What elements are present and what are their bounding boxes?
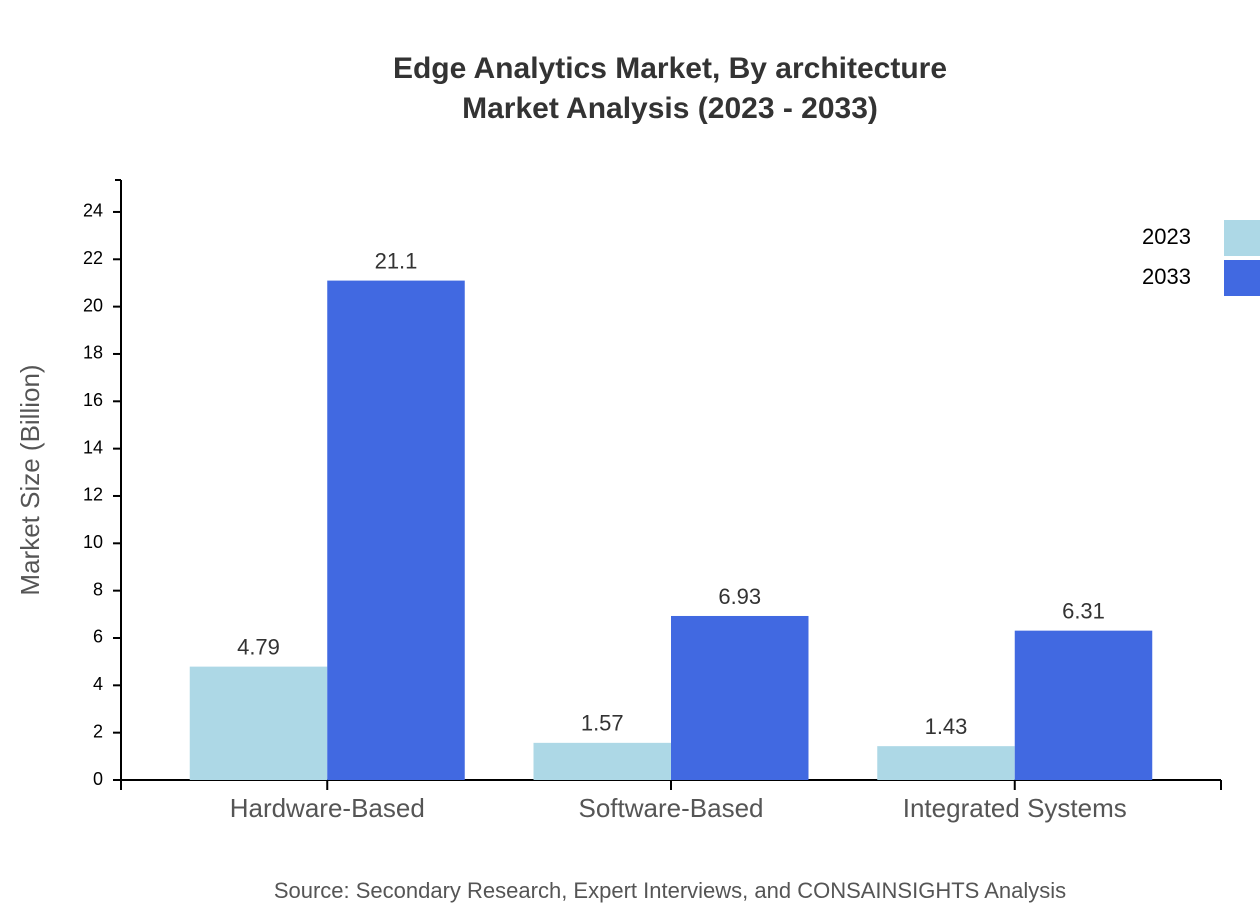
y-tick-label: 2 xyxy=(93,721,103,741)
data-label: 6.31 xyxy=(1062,598,1105,623)
chart-subtitle: Market Analysis (2023 - 2033) xyxy=(462,92,878,125)
data-label: 4.79 xyxy=(237,634,280,659)
legend-swatch xyxy=(1224,260,1260,296)
source-note: Source: Secondary Research, Expert Inter… xyxy=(274,878,1066,903)
y-tick-label: 4 xyxy=(93,674,103,694)
bar xyxy=(327,280,465,780)
y-tick-label: 8 xyxy=(93,579,103,599)
y-axis-label: Market Size (Billion) xyxy=(15,364,45,595)
bar xyxy=(877,746,1015,780)
y-tick-label: 16 xyxy=(83,390,103,410)
chart-title: Edge Analytics Market, By architecture xyxy=(393,52,947,85)
y-tick-label: 6 xyxy=(93,627,103,647)
y-tick-label: 20 xyxy=(83,295,103,315)
y-tick-label: 0 xyxy=(93,769,103,789)
y-tick-label: 18 xyxy=(83,343,103,363)
y-tick-label: 22 xyxy=(83,248,103,268)
data-label: 6.93 xyxy=(718,584,761,609)
bar xyxy=(671,615,809,780)
y-tick-label: 24 xyxy=(83,201,103,221)
legend-label: 2023 xyxy=(1142,224,1191,249)
bar xyxy=(1014,630,1153,780)
x-tick-label: Integrated Systems xyxy=(903,793,1127,823)
data-label: 1.57 xyxy=(581,711,624,736)
bar xyxy=(533,742,671,780)
legend-swatch xyxy=(1224,220,1260,256)
y-tick-label: 12 xyxy=(83,485,103,505)
x-tick-label: Software-Based xyxy=(579,793,764,823)
x-tick-label: Hardware-Based xyxy=(230,793,425,823)
y-tick-label: 14 xyxy=(83,437,103,457)
bar xyxy=(189,666,328,780)
data-label: 1.43 xyxy=(925,714,968,739)
y-tick-label: 10 xyxy=(83,532,103,552)
legend-label: 2033 xyxy=(1142,264,1191,289)
data-label: 21.1 xyxy=(375,248,418,273)
